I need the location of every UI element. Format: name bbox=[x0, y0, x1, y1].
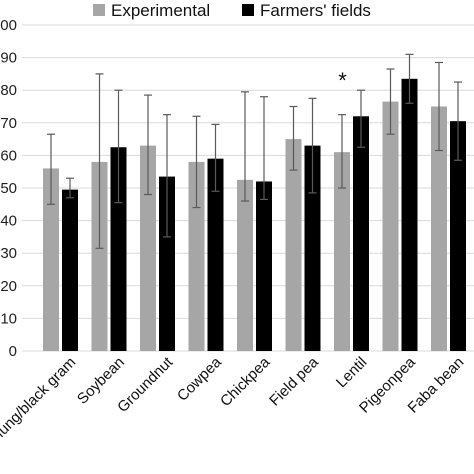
bar-farmers-fields-chickpea bbox=[256, 181, 272, 351]
bar-farmers-fields-pigeonpea bbox=[401, 78, 418, 351]
error-bar-farmers-fields-pigeonpea bbox=[405, 53, 414, 104]
bar-experimental-field-pea bbox=[285, 139, 302, 351]
y-axis-tick-labels: 0 10 20 30 40 50 60 70 80 90 100 bbox=[0, 17, 17, 360]
error-bar-farmers-fields-groundnut bbox=[163, 114, 171, 238]
legend-label-farmers-fields: Farmers' fields bbox=[260, 1, 371, 20]
significance-marker-lentil: * bbox=[338, 68, 347, 93]
y-tick-label-0: 0 bbox=[9, 343, 17, 360]
y-tick-label-60: 60 bbox=[0, 147, 17, 164]
error-bar-farmers-fields-cowpea bbox=[211, 123, 220, 192]
x-category-label-field-pea: Field pea bbox=[266, 353, 322, 409]
bar-farmers-fields-soybean bbox=[110, 147, 127, 351]
bar-experimental-faba-bean bbox=[431, 106, 447, 351]
y-tick-label-10: 10 bbox=[0, 310, 17, 327]
bar-experimental-mung-black-gram bbox=[43, 168, 59, 351]
bar-farmers-fields-faba-bean bbox=[450, 121, 466, 351]
bar-farmers-fields-groundnut bbox=[159, 176, 175, 351]
legend-swatch-experimental bbox=[93, 4, 105, 16]
bar-farmers-fields-field-pea bbox=[304, 145, 321, 351]
error-bar-experimental-faba-bean bbox=[435, 61, 443, 152]
y-tick-label-90: 90 bbox=[0, 50, 17, 67]
error-bar-experimental-soybean bbox=[95, 73, 104, 249]
y-tick-label-40: 40 bbox=[0, 213, 17, 230]
x-category-label-lentil: Lentil bbox=[333, 354, 370, 391]
bars bbox=[43, 78, 466, 351]
error-bar-farmers-fields-field-pea bbox=[308, 97, 317, 194]
bar-experimental-chickpea bbox=[237, 179, 253, 351]
error-bar-farmers-fields-lentil bbox=[357, 89, 365, 148]
y-tick-label-80: 80 bbox=[0, 82, 17, 99]
x-category-label-chickpea: Chickpea bbox=[217, 353, 274, 410]
x-axis-category-labels: Mung/black gramSoybeanGroundnutCowpeaChi… bbox=[0, 353, 467, 447]
y-tick-label-70: 70 bbox=[0, 115, 17, 132]
bar-experimental-cowpea bbox=[188, 161, 205, 351]
error-bar-farmers-fields-faba-bean bbox=[454, 81, 462, 161]
annotations: * bbox=[338, 68, 347, 93]
bar-farmers-fields-lentil bbox=[353, 116, 369, 351]
x-category-label-mung-black-gram: Mung/black gram bbox=[0, 354, 79, 447]
bar-farmers-fields-cowpea bbox=[207, 158, 224, 351]
error-bar-experimental-groundnut bbox=[144, 94, 152, 196]
error-bar-experimental-cowpea bbox=[192, 115, 201, 209]
legend-label-experimental: Experimental bbox=[111, 1, 210, 20]
error-bar-experimental-chickpea bbox=[241, 91, 249, 202]
y-tick-label-20: 20 bbox=[0, 278, 17, 295]
error-bar-experimental-field-pea bbox=[289, 105, 298, 171]
error-bar-farmers-fields-soybean bbox=[114, 89, 123, 204]
error-bar-experimental-lentil bbox=[338, 114, 346, 189]
bar-farmers-fields-mung-black-gram bbox=[62, 189, 78, 351]
error-bar-farmers-fields-chickpea bbox=[260, 96, 268, 201]
y-tick-label-100: 100 bbox=[0, 17, 17, 34]
bar-experimental-groundnut bbox=[140, 145, 156, 351]
y-tick-label-30: 30 bbox=[0, 245, 17, 262]
error-bar-farmers-fields-mung-black-gram bbox=[66, 177, 74, 199]
bar-experimental-pigeonpea bbox=[382, 101, 399, 351]
bar-experimental-soybean bbox=[91, 161, 108, 351]
legend-swatch-farmers-fields bbox=[242, 4, 254, 16]
legend: Experimental Farmers' fields bbox=[93, 1, 371, 20]
error-bar-experimental-mung-black-gram bbox=[47, 133, 55, 205]
error-bar-experimental-pigeonpea bbox=[386, 68, 395, 135]
error-bars bbox=[47, 53, 462, 249]
bar-experimental-lentil bbox=[334, 152, 350, 351]
y-tick-label-50: 50 bbox=[0, 180, 17, 197]
